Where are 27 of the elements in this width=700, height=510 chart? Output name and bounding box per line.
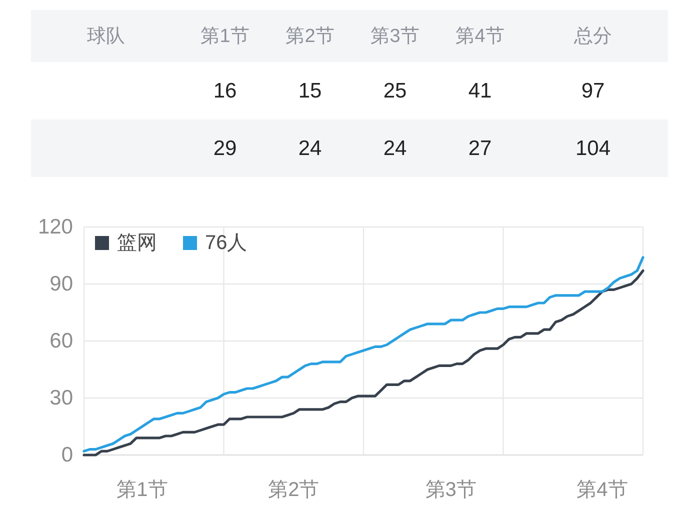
data-label: 24: [298, 136, 322, 160]
data-label: 41: [468, 79, 492, 102]
category-label: 第4节: [456, 26, 504, 46]
legend-label: 篮网: [117, 232, 157, 254]
x-tick-label: 第1节: [116, 479, 168, 501]
y-tick-label: 90: [50, 272, 73, 296]
data-label: 97: [581, 79, 605, 102]
category-label: 第2节: [286, 26, 334, 46]
data-label: 24: [383, 136, 407, 160]
data-label: 16: [213, 79, 237, 102]
data-label: 29: [213, 136, 237, 160]
data-label: 104: [575, 136, 611, 160]
category-label: 总分: [573, 26, 612, 46]
y-tick-label: 60: [50, 330, 73, 352]
category-label: 球队: [87, 26, 125, 46]
legend-label: 76人: [205, 232, 248, 254]
x-tick-label: 第4节: [576, 479, 628, 501]
y-tick-label: 30: [50, 386, 73, 410]
x-tick-label: 第3节: [425, 479, 476, 501]
y-tick-label: 120: [38, 216, 73, 238]
y-tick-label: 0: [61, 444, 73, 466]
category-label: 第1节: [200, 26, 250, 46]
x-tick-label: 第2节: [268, 479, 320, 501]
data-label: 27: [468, 136, 492, 160]
category-label: 第3节: [370, 26, 420, 46]
data-label: 15: [298, 79, 322, 102]
data-label: 25: [383, 79, 407, 102]
